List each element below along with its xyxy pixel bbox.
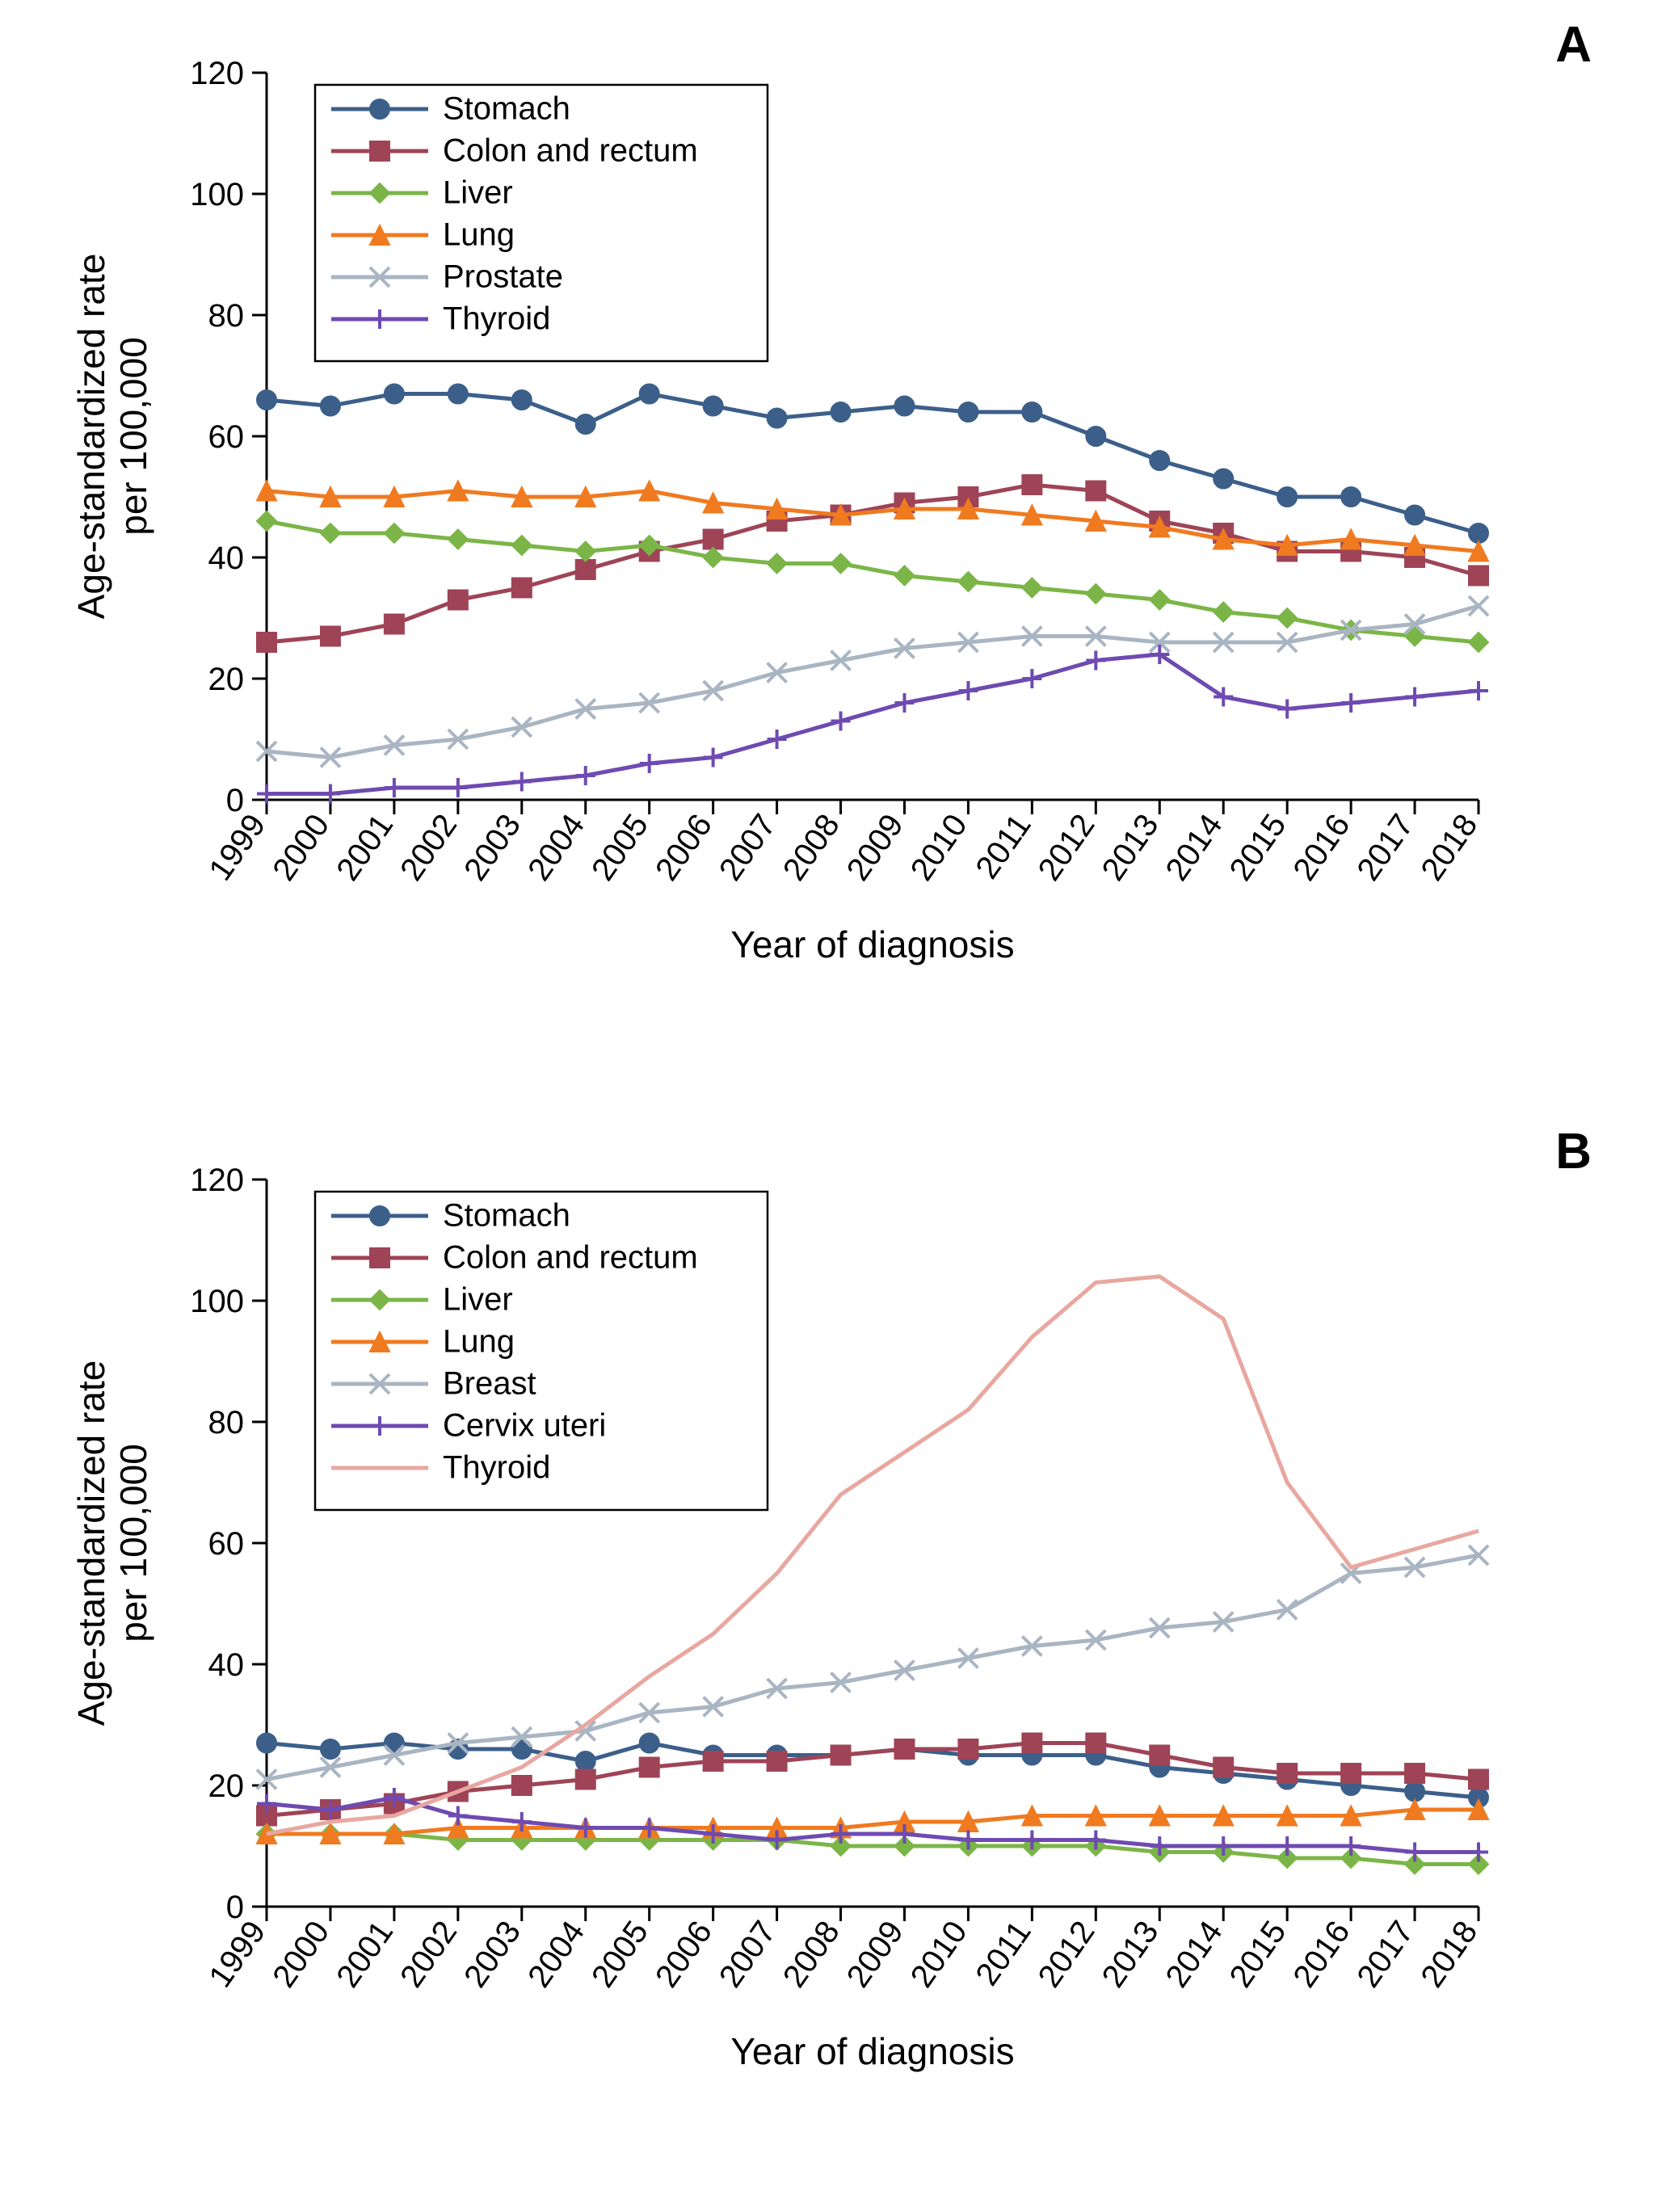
series-line-thyroid [267,654,1479,794]
x-tick-label: 2016 [1286,1915,1357,1994]
x-tick-label: 2006 [649,1915,719,1994]
chart-svg: 0204060801001201999200020012002200320042… [65,1131,1600,2181]
legend-label: Prostate [443,259,563,295]
x-tick-label: 2013 [1096,1915,1166,1994]
legend-label: Breast [443,1366,536,1402]
y-tick-label: 20 [208,662,245,697]
x-tick-label: 2003 [457,808,528,887]
x-tick-label: 2009 [840,1915,911,1994]
y-tick-label: 20 [208,1768,245,1804]
legend-label: Colon and rectum [443,133,698,169]
series-line-prostate [267,606,1479,758]
x-tick-label: 2005 [585,808,655,887]
x-tick-label: 2012 [1032,1915,1102,1994]
x-tick-label: 1999 [202,1915,272,1994]
x-tick-label: 2011 [969,808,1037,885]
x-tick-label: 2007 [713,1915,783,1994]
x-tick-label: 2000 [266,808,336,887]
y-tick-label: 40 [208,1647,245,1683]
x-tick-label: 2014 [1159,1915,1230,1994]
x-tick-label: 1999 [202,808,272,887]
x-axis-title: Year of diagnosis [730,2030,1014,2072]
x-tick-label: 2004 [521,808,591,887]
x-tick-label: 2018 [1414,808,1484,887]
legend-label: Stomach [443,91,570,127]
legend-label: Lung [443,217,515,253]
y-tick-label: 100 [190,1284,244,1319]
y-tick-label: 100 [190,177,244,212]
x-tick-label: 2015 [1222,1915,1293,1994]
chart-panel-b: B 02040608010012019992000200120022003200… [65,1131,1600,2181]
y-tick-label: 60 [208,1526,245,1562]
legend-label: Thyroid [443,301,550,337]
legend-label: Cervix uteri [443,1408,606,1444]
x-tick-label: 2010 [904,808,974,887]
x-tick-label: 2007 [713,808,783,887]
y-tick-label: 60 [208,419,245,455]
x-tick-label: 2002 [393,808,464,887]
series-line-liver [267,1834,1479,1865]
x-tick-label: 2001 [330,808,400,887]
series-line-breast [267,1555,1479,1780]
legend: Stomach Colon and rectum Liver Lung Breast Ce… [315,1192,768,1510]
legend-label: Stomach [443,1198,570,1234]
x-tick-label: 2006 [649,808,719,887]
y-tick-label: 80 [208,1405,245,1440]
x-tick-label: 2013 [1096,808,1166,887]
page: A 02040608010012019992000200120022003200… [0,0,1670,2212]
x-axis-title: Year of diagnosis [730,923,1014,965]
x-tick-label: 2000 [266,1915,336,1994]
y-axis-title: Age-standardized rateper 100,000 [70,254,154,620]
y-tick-label: 80 [208,298,245,334]
x-tick-label: 2009 [840,808,911,887]
legend-label: Thyroid [443,1450,550,1486]
x-tick-label: 2004 [521,1915,591,1994]
x-tick-label: 2008 [776,808,847,887]
x-tick-label: 2017 [1350,808,1420,887]
y-tick-label: 40 [208,540,245,576]
x-tick-label: 2010 [904,1915,974,1994]
x-tick-label: 2018 [1414,1915,1484,1994]
x-tick-label: 2003 [457,1915,528,1994]
y-axis-title: Age-standardized rateper 100,000 [70,1360,154,1726]
legend: Stomach Colon and rectum Liver Lung Prostate… [315,85,768,361]
x-tick-label: 2001 [330,1915,400,1994]
legend-label: Lung [443,1324,515,1360]
x-tick-label: 2015 [1222,808,1293,887]
x-tick-label: 2011 [969,1915,1037,1992]
y-tick-label: 120 [190,1163,244,1198]
x-tick-label: 2008 [776,1915,847,1994]
x-tick-label: 2014 [1159,808,1230,887]
x-tick-label: 2016 [1286,808,1357,887]
x-tick-label: 2005 [585,1915,655,1994]
legend-label: Liver [443,175,513,211]
y-tick-label: 120 [190,56,244,91]
chart-panel-a: A 02040608010012019992000200120022003200… [65,24,1600,1074]
chart-svg: 0204060801001201999200020012002200320042… [65,24,1600,1074]
legend-label: Liver [443,1282,513,1318]
x-tick-label: 2017 [1350,1915,1420,1994]
legend-label: Colon and rectum [443,1240,698,1276]
x-tick-label: 2002 [393,1915,464,1994]
x-tick-label: 2012 [1032,808,1102,887]
